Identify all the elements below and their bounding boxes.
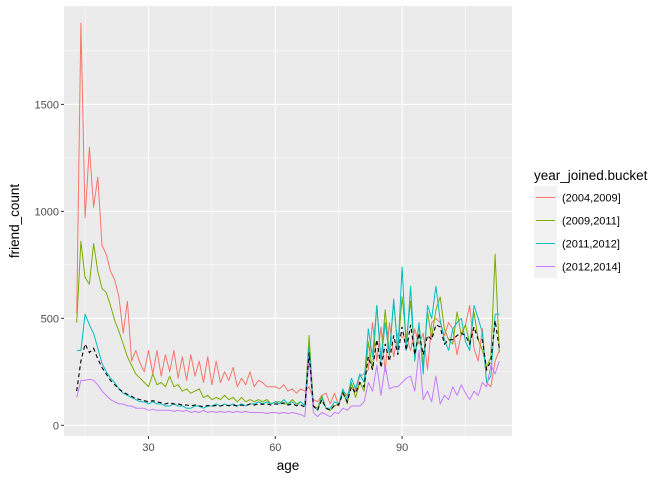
x-axis: 30 60 90 xyxy=(142,436,408,454)
legend-label: (2009,2011] xyxy=(562,216,620,228)
legend-title: year_joined.bucket xyxy=(534,168,648,183)
y-tick-label: 0 xyxy=(53,420,59,432)
series-line xyxy=(76,349,500,418)
y-tick-label: 1500 xyxy=(35,99,59,111)
plot-panel xyxy=(64,6,512,436)
y-axis: 0 500 1000 1500 xyxy=(35,99,64,432)
x-axis-title: age xyxy=(277,458,300,473)
major-gridlines xyxy=(64,6,512,436)
legend-label: (2011,2012] xyxy=(562,239,620,251)
series-layer xyxy=(76,22,500,418)
x-tick-label: 60 xyxy=(269,442,281,454)
y-tick-label: 500 xyxy=(41,313,59,325)
mean-line xyxy=(76,320,500,412)
x-tick-label: 90 xyxy=(396,442,408,454)
minor-gridlines xyxy=(64,6,512,436)
legend-label: (2012,2014] xyxy=(562,262,621,274)
y-tick-label: 1000 xyxy=(35,206,59,218)
series-line xyxy=(76,22,500,407)
legend: year_joined.bucket (2004,2009] (2009,2011… xyxy=(534,168,648,278)
y-axis-title: friend_count xyxy=(7,184,22,259)
series-line xyxy=(76,266,500,411)
legend-label: (2004,2009] xyxy=(562,193,621,205)
x-tick-label: 30 xyxy=(142,442,154,454)
